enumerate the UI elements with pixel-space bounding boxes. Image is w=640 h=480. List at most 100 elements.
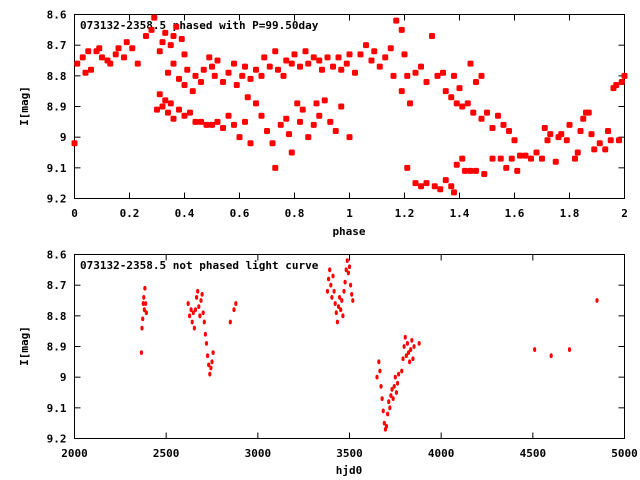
- data-point: [181, 112, 188, 119]
- data-point: [591, 146, 598, 153]
- data-point: [291, 51, 298, 58]
- data-point: [503, 164, 510, 171]
- data-point: [209, 121, 215, 128]
- data-point: [297, 63, 303, 70]
- data-point: [434, 72, 441, 79]
- data-point: [209, 63, 215, 70]
- data-point: [398, 26, 405, 33]
- data-point: [201, 310, 205, 316]
- data-point: [473, 167, 479, 174]
- data-point: [335, 54, 342, 61]
- data-point: [580, 115, 587, 122]
- data-point: [377, 359, 381, 365]
- y-axis-label: I[mag]: [18, 86, 31, 126]
- data-point: [352, 69, 358, 76]
- data-point: [198, 313, 202, 319]
- data-point: [236, 134, 243, 141]
- data-point: [142, 307, 146, 313]
- data-point: [203, 121, 210, 128]
- data-point: [297, 118, 303, 125]
- data-point: [412, 69, 419, 76]
- data-point: [382, 420, 386, 426]
- data-point: [613, 82, 620, 89]
- data-point: [392, 383, 396, 389]
- data-point: [272, 48, 279, 55]
- data-point: [618, 78, 625, 85]
- data-point: [440, 69, 446, 76]
- data-point: [409, 347, 413, 352]
- data-point: [206, 54, 213, 61]
- data-point: [184, 66, 191, 73]
- data-point: [346, 51, 353, 58]
- data-point: [204, 341, 209, 346]
- data-point: [588, 131, 595, 138]
- data-point: [283, 115, 290, 122]
- data-point: [451, 72, 457, 79]
- data-point: [398, 88, 405, 95]
- data-point: [343, 60, 350, 67]
- data-point: [595, 298, 599, 303]
- data-point: [141, 301, 145, 306]
- data-points: [71, 14, 628, 196]
- data-point: [375, 374, 379, 380]
- data-point: [381, 408, 385, 414]
- y-tick-label: 8.7: [47, 279, 67, 292]
- data-point: [190, 319, 194, 325]
- data-point: [382, 54, 389, 61]
- data-point: [211, 72, 218, 79]
- data-point: [107, 60, 114, 67]
- data-point: [261, 54, 268, 61]
- data-point: [411, 356, 415, 362]
- data-point: [121, 54, 127, 61]
- data-point: [574, 149, 581, 156]
- y-tick-label: 9.2: [47, 433, 67, 446]
- data-point: [88, 66, 94, 73]
- data-point: [346, 134, 353, 141]
- y-tick-label: 9.2: [47, 193, 67, 206]
- data-point: [387, 399, 391, 405]
- x-axis-label: hjd0: [336, 464, 363, 477]
- data-point: [165, 109, 171, 116]
- data-point: [484, 109, 490, 116]
- data-point: [96, 45, 103, 52]
- data-point: [79, 54, 86, 61]
- x-tick-label: 2500: [153, 447, 180, 460]
- data-point: [193, 307, 198, 313]
- data-point: [162, 97, 169, 104]
- data-point: [340, 298, 344, 303]
- data-point: [401, 51, 408, 58]
- y-tick-label: 8.6: [47, 249, 67, 262]
- data-point: [390, 387, 394, 392]
- data-point: [210, 359, 214, 365]
- data-point: [178, 36, 185, 43]
- data-point: [334, 310, 338, 316]
- data-point: [552, 158, 559, 165]
- data-point: [316, 112, 323, 119]
- data-point: [231, 60, 237, 67]
- data-point: [349, 282, 353, 288]
- data-point: [170, 115, 177, 122]
- data-point: [196, 288, 200, 294]
- data-point: [316, 57, 323, 64]
- data-point: [406, 350, 411, 356]
- data-point: [470, 109, 477, 116]
- data-point: [602, 146, 609, 153]
- data-point: [242, 118, 248, 125]
- data-point: [112, 51, 119, 58]
- data-point: [391, 396, 395, 402]
- axis-ticks: 2000 2500 3000 3500 4000 4500 5000 8.6 8.7 8.8 8.9…: [47, 249, 638, 461]
- data-point: [423, 78, 430, 85]
- data-point: [148, 26, 155, 33]
- data-point: [403, 334, 407, 340]
- data-points: [139, 258, 599, 432]
- data-point: [181, 51, 188, 58]
- data-point: [214, 118, 221, 125]
- data-point: [200, 291, 204, 297]
- data-point: [159, 103, 166, 110]
- data-point: [247, 140, 254, 147]
- data-point: [332, 128, 339, 135]
- data-point: [299, 106, 306, 113]
- data-point: [405, 341, 410, 346]
